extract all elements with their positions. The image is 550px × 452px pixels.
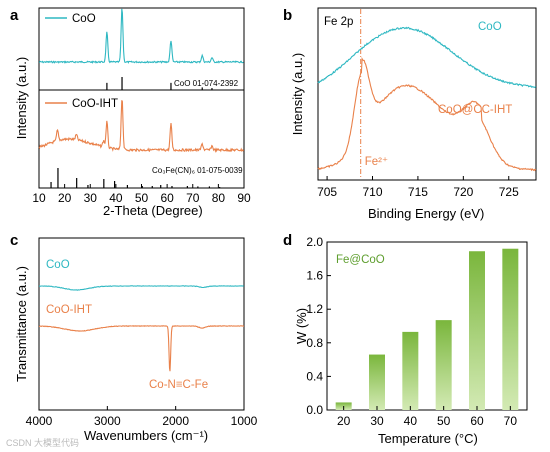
x-tick-label: 70 [504, 414, 518, 428]
panel-letter-a: a [10, 7, 19, 24]
y-tick-label: 0.8 [306, 336, 323, 350]
xrd-series-coo [38, 8, 244, 64]
panel-a-ylabel: Intensity (a.u.) [14, 57, 29, 139]
panel-letter-b: b [283, 7, 292, 24]
bar-40 [402, 331, 419, 410]
x-tick-label: 705 [317, 185, 337, 199]
x-tick-label: 720 [453, 185, 473, 199]
x-tick-label: 715 [408, 185, 428, 199]
panel-b-xps: 705 710 715 720 725 Fe²⁺ CoO CoO@CC-IHT Fe 2p B… [290, 7, 537, 221]
y-tick-label: 1.2 [306, 302, 323, 316]
y-tick-label: 2.0 [306, 235, 323, 249]
panel-c-ylabel: Transmittance (a.u.) [14, 266, 29, 382]
label-coo-iht: CoO-IHT [46, 304, 92, 316]
xrd-series-coo-iht [38, 100, 245, 154]
x-tick-label: 3000 [94, 414, 121, 428]
reference-label-coo: CoO 01-074-2392 [174, 79, 239, 88]
label-coo: CoO [478, 21, 502, 33]
x-tick-label: 30 [370, 414, 384, 428]
panel-d-bars: 0.0 0.4 0.8 1.2 1.6 2.0 20 30 40 50 60 70 Fe@CoO Te… [294, 235, 528, 446]
reference-label-co3fe: Co₃Fe(CN)₆ 01-075-0039 [152, 166, 243, 175]
ftir-series-coo [38, 285, 244, 291]
x-tick-label: 50 [437, 414, 451, 428]
bar-70 [502, 248, 519, 410]
y-tick-label: 0.4 [306, 369, 323, 383]
fe2-annotation: Fe²⁺ [365, 156, 388, 168]
x-tick-label: 90 [237, 191, 251, 205]
panel-letter-c: c [10, 232, 18, 249]
label-coo: CoO [46, 259, 70, 271]
bar-50 [435, 320, 452, 410]
panel-b-frame [317, 7, 537, 181]
panel-d-title: Fe@CoO [336, 254, 385, 266]
bar-60 [469, 251, 485, 410]
y-tick-label: 0.0 [306, 403, 323, 417]
panel-b-title: Fe 2p [324, 16, 353, 28]
x-tick-label: 40 [109, 191, 123, 205]
y-tick-label: 1.6 [306, 269, 323, 283]
panel-letter-d: d [283, 232, 292, 249]
x-tick-label: 2000 [162, 414, 189, 428]
xps-series-coo [317, 26, 537, 89]
x-tick-label: 70 [186, 191, 200, 205]
x-tick-label: 30 [84, 191, 98, 205]
x-tick-label: 60 [470, 414, 484, 428]
legend-label-coo-iht: CoO-IHT [72, 98, 118, 110]
x-tick-label: 10 [32, 191, 46, 205]
x-tick-label: 725 [499, 185, 519, 199]
label-coo-cc-iht: CoO@CC-IHT [438, 104, 512, 116]
panel-a-upper-frame [38, 7, 245, 91]
bar-30 [369, 354, 385, 410]
x-tick-label: 40 [404, 414, 418, 428]
x-tick-label: 50 [135, 191, 149, 205]
x-tick-label: 80 [212, 191, 226, 205]
panel-a-xlabel: 2-Theta (Degree) [103, 203, 203, 218]
watermark: CSDN 大模型代码 [6, 437, 79, 448]
xps-series-coo-cc-iht [317, 56, 537, 172]
panel-a-xrd: 10 20 30 40 50 60 70 80 90 CoO 01-074-2392 Co₃Fe(C… [14, 7, 251, 218]
panel-b-xlabel: Binding Energy (eV) [368, 206, 484, 221]
legend-label-coo: CoO [72, 13, 96, 25]
ftir-series-coo-iht [38, 325, 245, 372]
panel-d-ylabel: W (%) [294, 308, 309, 344]
panel-c-xlabel: Wavenumbers (cm⁻¹) [84, 428, 208, 443]
x-tick-label: 4000 [26, 414, 53, 428]
x-tick-label: 1000 [231, 414, 258, 428]
panel-b-ylabel: Intensity (a.u.) [290, 53, 305, 135]
x-tick-label: 710 [362, 185, 382, 199]
panel-d-xlabel: Temperature (°C) [378, 431, 478, 446]
panel-d-frame [326, 241, 528, 411]
annotation-co-n-c-fe: Co-N≡C-Fe [149, 379, 208, 391]
x-tick-label: 20 [58, 191, 72, 205]
panel-c-frame [38, 237, 245, 411]
x-tick-label: 20 [337, 414, 351, 428]
x-tick-label: 60 [160, 191, 174, 205]
panel-c-ftir: 4000 3000 2000 1000 CoO CoO-IHT Co-N≡C-Fe Wave… [14, 237, 258, 443]
